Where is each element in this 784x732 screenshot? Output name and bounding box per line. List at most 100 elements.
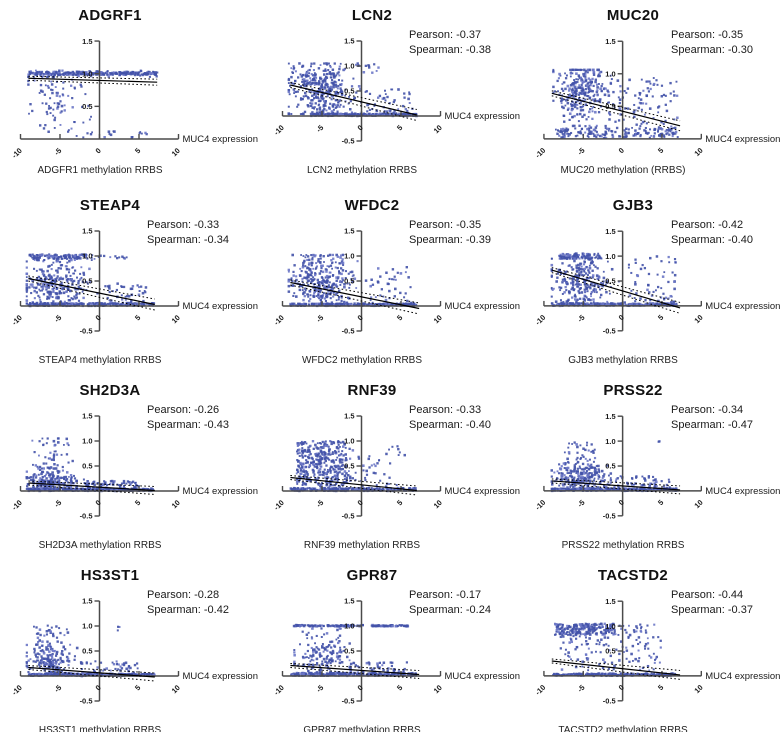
panel-title: PRSS22 — [603, 382, 663, 399]
svg-text:5: 5 — [133, 498, 142, 507]
spearman-value: Spearman: -0.24 — [409, 604, 491, 616]
plot-area: Pearson: -0.42 Spearman: -0.40 -10 -5 0 5 10 1.… — [524, 215, 784, 353]
svg-text:-10: -10 — [533, 146, 547, 160]
x-axis-name-label: MUC4 expression — [705, 486, 780, 497]
svg-text:0.5: 0.5 — [344, 277, 354, 286]
svg-text:10: 10 — [170, 313, 182, 325]
svg-text:10: 10 — [692, 146, 704, 158]
svg-text:5: 5 — [656, 146, 665, 155]
scatter-panel: LCN2 Pearson: -0.37 Spearman: -0.38 -10 -5 0 5… — [262, 0, 524, 190]
svg-text:0.5: 0.5 — [605, 102, 615, 111]
x-axis-caption: ADGFR1 methylation RRBS — [37, 165, 163, 176]
scatter-panel: TACSTD2 Pearson: -0.44 Spearman: -0.37 -10-… — [524, 560, 784, 732]
scatter-panel: STEAP4 Pearson: -0.33 Spearman: -0.34 -10 -5… — [0, 190, 262, 375]
spearman-value: Spearman: -0.38 — [409, 44, 491, 56]
x-axis-name-label: MUC4 expression — [445, 671, 521, 682]
panel-title: STEAP4 — [79, 197, 141, 214]
svg-text:0.5: 0.5 — [82, 277, 92, 286]
correlation-stats: Pearson: -0.37 Spearman: -0.38 — [409, 28, 491, 58]
svg-text:-10: -10 — [272, 313, 286, 327]
panel-title: SH2D3A — [79, 382, 141, 399]
svg-text:1.5: 1.5 — [82, 227, 92, 236]
svg-text:10: 10 — [692, 313, 704, 325]
plot-area: Pearson: -0.17 Spearman: -0.24 -10 -5 0 5 10 1.… — [262, 585, 524, 723]
correlation-stats: Pearson: -0.34 Spearman: -0.47 — [671, 403, 753, 433]
spearman-value: Spearman: -0.39 — [409, 234, 491, 246]
scatter-panel: GPR87 Pearson: -0.17 Spearman: -0.24 -10 -5 0… — [262, 560, 524, 732]
svg-text:5: 5 — [395, 123, 404, 132]
x-axis-name-label: MUC4 expression — [183, 134, 259, 145]
svg-text:1.0: 1.0 — [82, 69, 92, 78]
scatter-plot: -10 -5 0 5 10 1.5 1.0 0.5 MUC4 expression — [10, 37, 259, 160]
correlation-stats: Pearson: -0.26 Spearman: -0.43 — [147, 403, 229, 433]
scatter-panel: PRSS22 Pearson: -0.34 Spearman: -0.47 -10 -5… — [524, 375, 784, 560]
panel-title: HS3ST1 — [80, 567, 140, 584]
svg-text:1.5: 1.5 — [344, 37, 354, 46]
spearman-value: Spearman: -0.42 — [147, 604, 229, 616]
correlation-stats: Pearson: -0.35 Spearman: -0.39 — [409, 218, 491, 248]
correlation-stats: Pearson: -0.44 Spearman: -0.37 — [671, 588, 753, 618]
x-axis-name-label: MUC4 expression — [445, 301, 521, 312]
svg-text:1.5: 1.5 — [605, 37, 615, 46]
svg-text:0: 0 — [94, 146, 103, 155]
panel-title: GPR87 — [346, 567, 398, 584]
svg-text:10: 10 — [432, 313, 444, 325]
scatter-plot: -10 -5 0 5 10 1.5 1.0 0.5 MUC4 expression — [533, 37, 780, 160]
plot-area: Pearson: -0.33 Spearman: -0.40 -10 -5 0 5 10 1.… — [262, 400, 524, 538]
pearson-value: Pearson: -0.33 — [409, 404, 482, 416]
plot-area: Pearson: -0.26 Spearman: -0.43 -10 -5 0 5 10 1.… — [0, 400, 262, 538]
svg-text:0: 0 — [356, 313, 365, 322]
scatter-panel: SH2D3A Pearson: -0.26 Spearman: -0.43 -10 -5… — [0, 375, 262, 560]
x-axis-name-label: MUC4 expression — [445, 111, 521, 122]
svg-text:5: 5 — [133, 313, 142, 322]
svg-text:1.0: 1.0 — [344, 252, 354, 261]
svg-text:-10: -10 — [10, 498, 24, 512]
svg-text:0: 0 — [617, 313, 626, 322]
panel-title: LCN2 — [351, 7, 393, 24]
svg-text:5: 5 — [133, 146, 142, 155]
svg-text:-0.5: -0.5 — [342, 327, 355, 336]
x-axis-name-label: MUC4 expression — [183, 486, 259, 497]
pearson-value: Pearson: -0.35 — [671, 29, 744, 41]
plot-area: Pearson: -0.33 Spearman: -0.34 -10 -5 0 5 10 1.… — [0, 215, 262, 353]
pearson-value: Pearson: -0.44 — [671, 589, 744, 601]
svg-text:-10: -10 — [533, 313, 547, 327]
x-axis-caption: SH2D3A methylation RRBS — [38, 540, 162, 551]
scatter-panel: HS3ST1 Pearson: -0.28 Spearman: -0.42 -10 -5… — [0, 560, 262, 732]
svg-text:10: 10 — [432, 123, 444, 135]
x-axis-caption: HS3ST1 methylation RRBS — [38, 725, 162, 732]
x-axis-caption: WFDC2 methylation RRBS — [301, 355, 423, 366]
svg-text:-5: -5 — [52, 498, 63, 509]
scatter-panel: MUC20 Pearson: -0.35 Spearman: -0.30 -10 -5 0… — [524, 0, 784, 190]
svg-text:5: 5 — [395, 313, 404, 322]
x-axis-name-label: MUC4 expression — [183, 301, 259, 312]
svg-text:1.5: 1.5 — [82, 412, 92, 421]
svg-text:0: 0 — [617, 146, 626, 155]
svg-text:10: 10 — [170, 498, 182, 510]
svg-text:1.5: 1.5 — [344, 227, 354, 236]
correlation-stats: Pearson: -0.17 Spearman: -0.24 — [409, 588, 491, 618]
svg-text:-5: -5 — [576, 313, 587, 324]
pearson-value: Pearson: -0.17 — [409, 589, 482, 601]
svg-text:-5: -5 — [314, 123, 325, 134]
pearson-value: Pearson: -0.34 — [671, 404, 744, 416]
x-axis-caption: PRSS22 methylation RRBS — [561, 540, 685, 551]
x-axis-caption: TACSTD2 methylation RRBS — [558, 725, 688, 732]
svg-text:0: 0 — [356, 123, 365, 132]
svg-text:-0.5: -0.5 — [80, 512, 93, 521]
panel-title: WFDC2 — [344, 197, 400, 214]
plot-area: Pearson: -0.35 Spearman: -0.39 -10 -5 0 5 10 1.… — [262, 215, 524, 353]
svg-text:-10: -10 — [272, 123, 286, 137]
svg-text:1.0: 1.0 — [82, 252, 92, 261]
svg-text:-5: -5 — [52, 313, 63, 324]
svg-text:5: 5 — [656, 313, 665, 322]
svg-text:1.0: 1.0 — [82, 437, 92, 446]
scatter-panel: WFDC2 Pearson: -0.35 Spearman: -0.39 -10 -5 0… — [262, 190, 524, 375]
correlation-stats: Pearson: -0.42 Spearman: -0.40 — [671, 218, 753, 248]
plot-area: Pearson: -0.35 Spearman: -0.30 -10 -5 0 5 10 1.… — [524, 25, 784, 163]
